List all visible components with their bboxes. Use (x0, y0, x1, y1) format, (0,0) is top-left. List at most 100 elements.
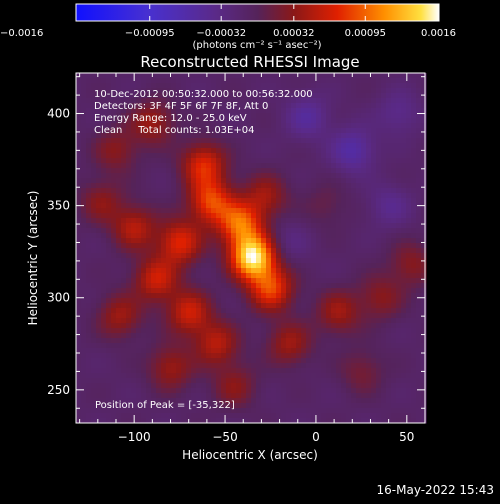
heatmap-cell (91, 318, 97, 324)
heatmap-cell (311, 248, 317, 254)
heatmap-cell (166, 298, 172, 304)
heatmap-cell (341, 268, 347, 274)
heatmap-cell (341, 123, 347, 129)
heatmap-cell (291, 338, 297, 344)
heatmap-cell (271, 233, 277, 239)
heatmap-cell (281, 388, 287, 394)
heatmap-cell (316, 253, 322, 259)
heatmap-cell (206, 208, 212, 214)
heatmap-cell (286, 118, 292, 124)
heatmap-cell (346, 258, 352, 264)
heatmap-cell (171, 238, 177, 244)
heatmap-cell (111, 383, 117, 389)
heatmap-cell (136, 383, 142, 389)
heatmap-cell (246, 258, 252, 264)
heatmap-cell (321, 343, 327, 349)
heatmap-cell (131, 273, 137, 279)
heatmap-cell (316, 358, 322, 364)
heatmap-cell (336, 98, 342, 104)
heatmap-cell (226, 218, 232, 224)
heatmap-cell (216, 78, 222, 84)
heatmap-cell (401, 358, 407, 364)
heatmap-cell (416, 388, 422, 394)
heatmap-cell (236, 158, 242, 164)
heatmap-cell (336, 398, 342, 404)
heatmap-cell (361, 248, 367, 254)
heatmap-cell (286, 263, 292, 269)
heatmap-cell (221, 328, 227, 334)
heatmap-cell (176, 208, 182, 214)
heatmap-cell (106, 218, 112, 224)
heatmap-cell (116, 413, 122, 419)
heatmap-cell (361, 353, 367, 359)
heatmap-cell (391, 178, 397, 184)
heatmap-cell (361, 88, 367, 94)
heatmap-cell (86, 223, 92, 229)
heatmap-cell (166, 263, 172, 269)
heatmap-cell (86, 73, 92, 79)
heatmap-cell (406, 143, 412, 149)
heatmap-cell (146, 373, 152, 379)
heatmap-cell (261, 398, 267, 404)
heatmap-cell (106, 153, 112, 159)
heatmap-cell (161, 178, 167, 184)
heatmap-cell (156, 353, 162, 359)
heatmap-cell (86, 373, 92, 379)
heatmap-cell (296, 178, 302, 184)
heatmap-cell (141, 263, 147, 269)
heatmap-cell (306, 333, 312, 339)
heatmap-cell (371, 373, 377, 379)
heatmap-cell (241, 398, 247, 404)
heatmap-cell (171, 148, 177, 154)
heatmap-cell (236, 208, 242, 214)
heatmap-cell (416, 253, 422, 259)
heatmap-cell (286, 183, 292, 189)
heatmap-cell (76, 383, 82, 389)
heatmap-cell (296, 103, 302, 109)
heatmap-cell (201, 78, 207, 84)
heatmap-cell (146, 338, 152, 344)
heatmap-cell (206, 388, 212, 394)
heatmap-cell (176, 248, 182, 254)
heatmap-cell (351, 408, 357, 414)
heatmap-cell (136, 213, 142, 219)
heatmap-cell (131, 373, 137, 379)
heatmap-cell (281, 283, 287, 289)
heatmap-cell (346, 143, 352, 149)
heatmap-cell (121, 183, 127, 189)
heatmap-cell (416, 183, 422, 189)
heatmap-cell (76, 358, 82, 364)
heatmap-cell (201, 223, 207, 229)
heatmap-cell (281, 313, 287, 319)
heatmap-cell (206, 263, 212, 269)
heatmap-cell (386, 133, 392, 139)
heatmap-cell (226, 318, 232, 324)
heatmap-cell (341, 308, 347, 314)
heatmap-cell (281, 378, 287, 384)
heatmap-cell (101, 308, 107, 314)
heatmap-cell (356, 103, 362, 109)
heatmap-cell (381, 358, 387, 364)
heatmap-cell (261, 138, 267, 144)
heatmap-cell (356, 283, 362, 289)
heatmap-cell (236, 273, 242, 279)
heatmap-cell (341, 128, 347, 134)
heatmap-cell (261, 123, 267, 129)
heatmap-cell (391, 293, 397, 299)
heatmap-cell (386, 303, 392, 309)
heatmap-cell (81, 258, 87, 264)
heatmap-cell (381, 98, 387, 104)
heatmap-cell (296, 293, 302, 299)
heatmap-cell (421, 383, 427, 389)
heatmap-cell (271, 343, 277, 349)
heatmap-cell (291, 113, 297, 119)
heatmap-cell (246, 248, 252, 254)
heatmap-cell (416, 173, 422, 179)
heatmap-cell (86, 288, 92, 294)
heatmap-cell (326, 198, 332, 204)
heatmap-cell (151, 203, 157, 209)
heatmap-cell (301, 148, 307, 154)
heatmap-cell (301, 278, 307, 284)
heatmap-cell (276, 273, 282, 279)
heatmap-cell (326, 398, 332, 404)
